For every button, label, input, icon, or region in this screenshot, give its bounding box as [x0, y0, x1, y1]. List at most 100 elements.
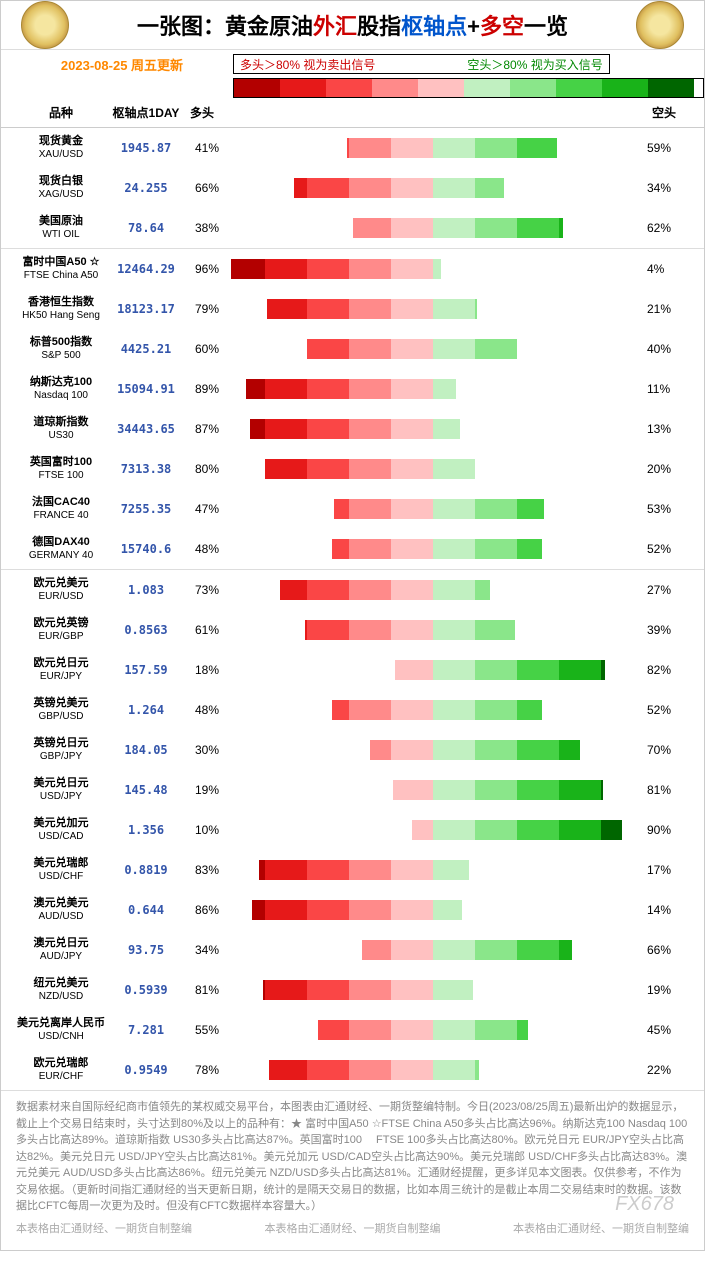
instrument-name: 澳元兑美元AUD/USD — [11, 897, 111, 922]
long-pct: 19% — [181, 783, 223, 797]
instrument-name: 纽元兑美元NZD/USD — [11, 977, 111, 1002]
pivot-value: 15740.6 — [111, 542, 181, 556]
short-pct: 34% — [643, 181, 685, 195]
instrument-name: 澳元兑日元AUD/JPY — [11, 937, 111, 962]
long-pct: 78% — [181, 1063, 223, 1077]
short-pct: 11% — [643, 382, 685, 396]
instrument-name: 标普500指数S&P 500 — [11, 336, 111, 361]
instrument-name: 美元兑日元USD/JPY — [11, 777, 111, 802]
data-row: 美元兑瑞郎USD/CHF0.881983%17% — [1, 850, 704, 890]
header: 一张图：黄金原油外汇股指枢轴点+多空一览 — [1, 1, 704, 50]
pivot-value: 12464.29 — [111, 262, 181, 276]
data-row: 欧元兑英镑EUR/GBP0.856361%39% — [1, 610, 704, 650]
group: 现货黄金XAU/USD1945.8741%59%现货白银XAG/USD24.25… — [1, 128, 704, 249]
short-pct: 90% — [643, 823, 685, 837]
footer-credits: 本表格由汇通财经、一期货自制整编 本表格由汇通财经、一期货自制整编 本表格由汇通… — [1, 1216, 704, 1240]
sentiment-bar — [223, 259, 643, 279]
medal-icon-left — [21, 1, 69, 49]
instrument-name: 美元兑瑞郎USD/CHF — [11, 857, 111, 882]
medal-icon-right — [636, 1, 684, 49]
data-row: 美元兑日元USD/JPY145.4819%81% — [1, 770, 704, 810]
pivot-value: 0.644 — [111, 903, 181, 917]
short-signal-text: 空头＞80% 视为买入信号 — [461, 56, 608, 73]
data-row: 纽元兑美元NZD/USD0.593981%19% — [1, 970, 704, 1010]
short-pct: 52% — [643, 703, 685, 717]
sentiment-bar — [223, 700, 643, 720]
pivot-value: 93.75 — [111, 943, 181, 957]
chart-container: 一张图：黄金原油外汇股指枢轴点+多空一览 2023-08-25 周五更新 多头＞… — [0, 0, 705, 1251]
header-pivot: 枢轴点1DAY — [111, 104, 181, 121]
pivot-value: 24.255 — [111, 181, 181, 195]
data-row: 标普500指数S&P 5004425.2160%40% — [1, 329, 704, 369]
long-signal-text: 多头＞80% 视为卖出信号 — [234, 56, 381, 73]
sentiment-bar — [223, 780, 643, 800]
short-pct: 62% — [643, 221, 685, 235]
instrument-name: 香港恒生指数HK50 Hang Seng — [11, 296, 111, 321]
long-pct: 38% — [181, 221, 223, 235]
short-pct: 20% — [643, 462, 685, 476]
short-pct: 52% — [643, 542, 685, 556]
instrument-name: 现货黄金XAU/USD — [11, 135, 111, 160]
header-name: 品种 — [11, 104, 111, 121]
group: 富时中国A50 ☆FTSE China A5012464.2996%4%香港恒生… — [1, 249, 704, 570]
data-row: 英国富时100FTSE 1007313.3880%20% — [1, 449, 704, 489]
instrument-name: 英国富时100FTSE 100 — [11, 456, 111, 481]
short-pct: 4% — [643, 262, 685, 276]
sentiment-bar — [223, 1020, 643, 1040]
data-row: 欧元兑美元EUR/USD1.08373%27% — [1, 570, 704, 610]
instrument-name: 现货白银XAG/USD — [11, 175, 111, 200]
subheader: 2023-08-25 周五更新 多头＞80% 视为卖出信号 空头＞80% 视为买… — [1, 50, 704, 78]
data-row: 道琼斯指数US3034443.6587%13% — [1, 409, 704, 449]
short-pct: 66% — [643, 943, 685, 957]
data-row: 英镑兑日元GBP/JPY184.0530%70% — [1, 730, 704, 770]
sentiment-bar — [223, 379, 643, 399]
long-pct: 30% — [181, 743, 223, 757]
instrument-name: 美元兑离岸人民币USD/CNH — [11, 1017, 111, 1042]
pivot-value: 145.48 — [111, 783, 181, 797]
sentiment-bar — [223, 218, 643, 238]
pivot-value: 15094.91 — [111, 382, 181, 396]
long-pct: 34% — [181, 943, 223, 957]
sentiment-bar — [223, 900, 643, 920]
sentiment-bar — [223, 660, 643, 680]
pivot-value: 1.264 — [111, 703, 181, 717]
long-pct: 89% — [181, 382, 223, 396]
pivot-value: 78.64 — [111, 221, 181, 235]
instrument-name: 英镑兑美元GBP/USD — [11, 697, 111, 722]
sentiment-bar — [223, 820, 643, 840]
long-pct: 41% — [181, 141, 223, 155]
pivot-value: 1.356 — [111, 823, 181, 837]
instrument-name: 法国CAC40FRANCE 40 — [11, 496, 111, 521]
long-pct: 48% — [181, 703, 223, 717]
instrument-name: 德国DAX40GERMANY 40 — [11, 536, 111, 561]
sentiment-bar — [223, 620, 643, 640]
short-pct: 53% — [643, 502, 685, 516]
pivot-value: 0.5939 — [111, 983, 181, 997]
short-pct: 39% — [643, 623, 685, 637]
sentiment-bar — [223, 1060, 643, 1080]
pivot-value: 0.8563 — [111, 623, 181, 637]
data-body: 现货黄金XAU/USD1945.8741%59%现货白银XAG/USD24.25… — [1, 128, 704, 1091]
short-pct: 21% — [643, 302, 685, 316]
pivot-value: 7313.38 — [111, 462, 181, 476]
instrument-name: 富时中国A50 ☆FTSE China A50 — [11, 256, 111, 281]
page-title: 一张图：黄金原油外汇股指枢轴点+多空一览 — [137, 9, 568, 41]
sentiment-bar — [223, 940, 643, 960]
footer-text: 数据素材来自国际经纪商市值领先的某权威交易平台，本图表由汇通财经、一期货整编特制… — [1, 1091, 704, 1223]
data-row: 澳元兑日元AUD/JPY93.7534% 66% — [1, 930, 704, 970]
pivot-value: 0.8819 — [111, 863, 181, 877]
sentiment-bar — [223, 339, 643, 359]
data-row: 美国原油WTI OIL78.6438%62% — [1, 208, 704, 248]
instrument-name: 美元兑加元USD/CAD — [11, 817, 111, 842]
long-pct: 48% — [181, 542, 223, 556]
data-row: 美元兑加元USD/CAD1.35610%90% — [1, 810, 704, 850]
long-pct: 55% — [181, 1023, 223, 1037]
data-row: 澳元兑美元AUD/USD0.64486%14% — [1, 890, 704, 930]
data-row: 欧元兑瑞郎EUR/CHF0.954978%22% — [1, 1050, 704, 1090]
instrument-name: 道琼斯指数US30 — [11, 416, 111, 441]
short-pct: 59% — [643, 141, 685, 155]
short-pct: 19% — [643, 983, 685, 997]
long-pct: 83% — [181, 863, 223, 877]
sentiment-bar — [223, 499, 643, 519]
sentiment-bar — [223, 138, 643, 158]
